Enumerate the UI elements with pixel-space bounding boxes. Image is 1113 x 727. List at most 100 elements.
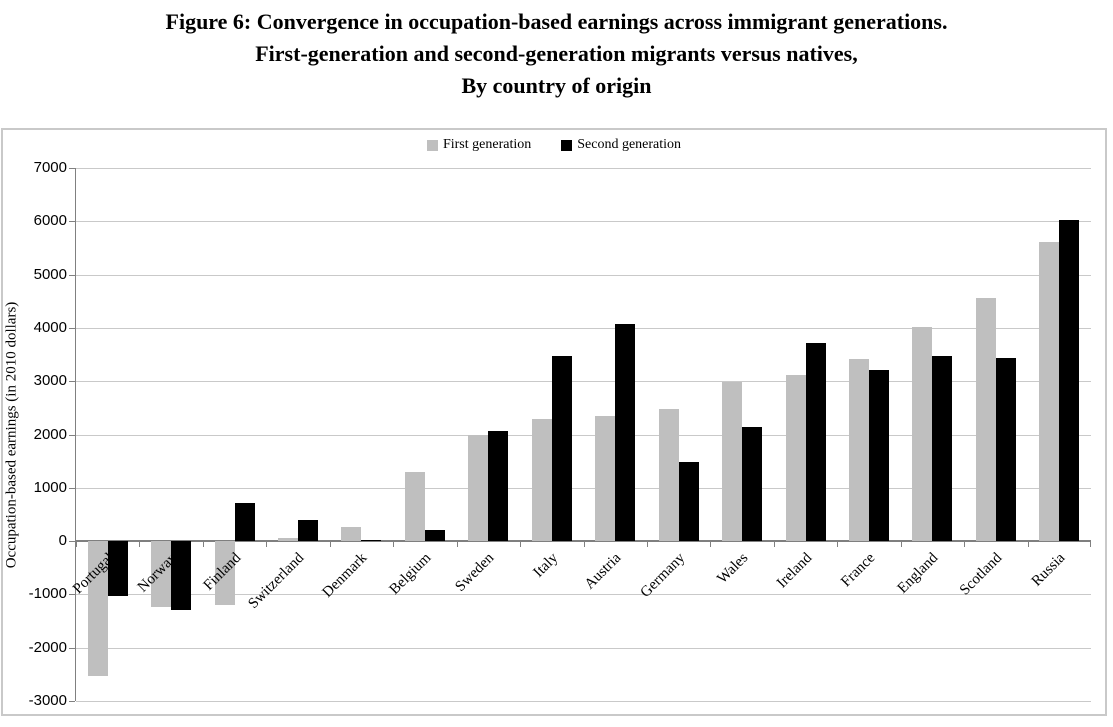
gridline-6000 [76, 221, 1091, 223]
x-axis-tick-13 [900, 541, 902, 548]
x-axis-label-england: England [895, 550, 942, 597]
legend-swatch-first-generation-icon [426, 139, 438, 151]
gridline--1000 [76, 594, 1091, 596]
legend-item-second-generation: Second generation [561, 137, 681, 153]
y-axis-tick-6000 [69, 221, 75, 223]
bar-first-generation-portugal [87, 541, 108, 676]
y-axis-tick-label-1000: 1000 [33, 478, 67, 496]
y-axis-tick-7000 [69, 168, 75, 169]
x-axis-label-france: France [838, 550, 879, 591]
bar-first-generation-austria [595, 416, 616, 542]
x-axis-label-russia: Russia [1028, 550, 1069, 590]
x-axis-tick-0 [76, 541, 77, 548]
y-axis-tick-label-6000: 6000 [33, 212, 67, 230]
x-axis-label-switzerland: Switzerland [245, 550, 308, 613]
bar-first-generation-france [848, 359, 869, 542]
bar-first-generation-germany [658, 409, 679, 542]
x-axis-label-denmark: Denmark [320, 550, 371, 601]
bar-first-generation-england [912, 326, 933, 542]
y-axis-tick--3000 [69, 701, 75, 702]
bar-second-generation-sweden [488, 431, 509, 542]
bar-second-generation-scotland [995, 357, 1016, 542]
bar-first-generation-norway [151, 541, 172, 608]
bar-second-generation-belgium [424, 529, 445, 542]
bar-second-generation-italy [551, 356, 572, 542]
legend-label-second-generation: Second generation [577, 137, 682, 152]
x-axis-tick-5 [393, 541, 395, 548]
y-axis-tick-label-2000: 2000 [33, 425, 67, 443]
bar-second-generation-wales [742, 426, 763, 542]
x-axis-tick-15 [1027, 541, 1029, 548]
x-axis-tick-12 [837, 541, 839, 548]
legend-label-first-generation: First generation [442, 137, 532, 152]
x-axis-tick-6 [456, 541, 458, 548]
bar-second-generation-switzerland [298, 520, 319, 542]
y-axis-tick-2000 [69, 434, 75, 436]
y-axis-tick-label-5000: 5000 [33, 265, 67, 283]
x-axis-label-ireland: Ireland [773, 550, 815, 592]
bar-second-generation-portugal [107, 541, 128, 596]
plot-area: Occupation-based earnings (in 2010 dolla… [4, 160, 1091, 709]
bar-second-generation-norway [171, 541, 192, 611]
gridline-1000 [76, 487, 1091, 489]
x-axis-label-scotland: Scotland [956, 550, 1006, 599]
x-axis-label-austria: Austria [581, 550, 625, 593]
bar-second-generation-germany [678, 462, 699, 542]
gridline-2000 [76, 434, 1091, 436]
bar-first-generation-sweden [468, 434, 489, 542]
bar-first-generation-wales [722, 382, 743, 542]
figure-title-line2: First-generation and second-generation m… [255, 41, 858, 66]
legend-swatch-second-generation-icon [561, 139, 573, 151]
gridline--2000 [76, 647, 1091, 649]
gridline-3000 [76, 381, 1091, 383]
gridline-4000 [76, 327, 1091, 329]
x-axis-tick-10 [710, 541, 712, 548]
y-axis-tick-4000 [69, 327, 75, 329]
y-axis-tick-label--1000: -1000 [28, 585, 67, 603]
x-axis-tick-2 [202, 541, 204, 548]
x-axis-tick-9 [646, 541, 648, 548]
y-axis-tick-label-0: 0 [58, 532, 67, 550]
bar-first-generation-russia [1039, 241, 1060, 542]
bar-first-generation-switzerland [278, 537, 299, 542]
x-axis-label-germany: Germany [637, 550, 688, 601]
chart-legend: First generation Second generation [3, 137, 1105, 153]
bar-first-generation-italy [531, 419, 552, 542]
x-axis-tick-8 [583, 541, 585, 548]
x-axis-tick-4 [329, 541, 331, 548]
y-axis-tick--1000 [69, 594, 75, 596]
y-axis-tick--2000 [69, 647, 75, 649]
x-axis-tick-11 [773, 541, 775, 548]
gridline-7000 [76, 168, 1091, 169]
x-axis-tick-16 [1090, 541, 1091, 548]
y-axis-tick-label--2000: -2000 [28, 638, 67, 656]
y-axis-tick-3000 [69, 381, 75, 383]
x-axis-tick-1 [139, 541, 141, 548]
y-axis-tick-5000 [69, 274, 75, 276]
y-axis-tick-0 [69, 541, 75, 543]
bar-second-generation-finland [234, 503, 255, 542]
bar-second-generation-england [932, 355, 953, 542]
gridline-5000 [76, 274, 1091, 276]
bar-first-generation-denmark [341, 526, 362, 542]
legend-item-first-generation: First generation [426, 137, 532, 153]
bar-second-generation-france [868, 370, 889, 542]
y-axis-tick-label--3000: -3000 [28, 692, 67, 709]
bar-first-generation-belgium [404, 471, 425, 542]
bar-second-generation-austria [615, 323, 636, 542]
x-axis-tick-14 [964, 541, 966, 548]
y-axis-tick-label-7000: 7000 [33, 159, 67, 176]
figure-title-line1: Figure 6: Convergence in occupation-base… [165, 9, 948, 34]
bar-first-generation-scotland [975, 297, 996, 542]
y-axis-tick-label-3000: 3000 [33, 372, 67, 390]
x-axis-label-italy: Italy [530, 550, 562, 581]
bar-second-generation-denmark [361, 539, 382, 542]
chart-frame: First generation Second generation Occup… [1, 128, 1107, 716]
x-axis-label-sweden: Sweden [452, 550, 498, 595]
gridline--3000 [76, 701, 1091, 702]
figure-title-line3: By country of origin [461, 73, 652, 98]
x-axis-tick-7 [520, 541, 522, 548]
bar-first-generation-finland [214, 541, 235, 605]
bar-second-generation-ireland [805, 343, 826, 542]
